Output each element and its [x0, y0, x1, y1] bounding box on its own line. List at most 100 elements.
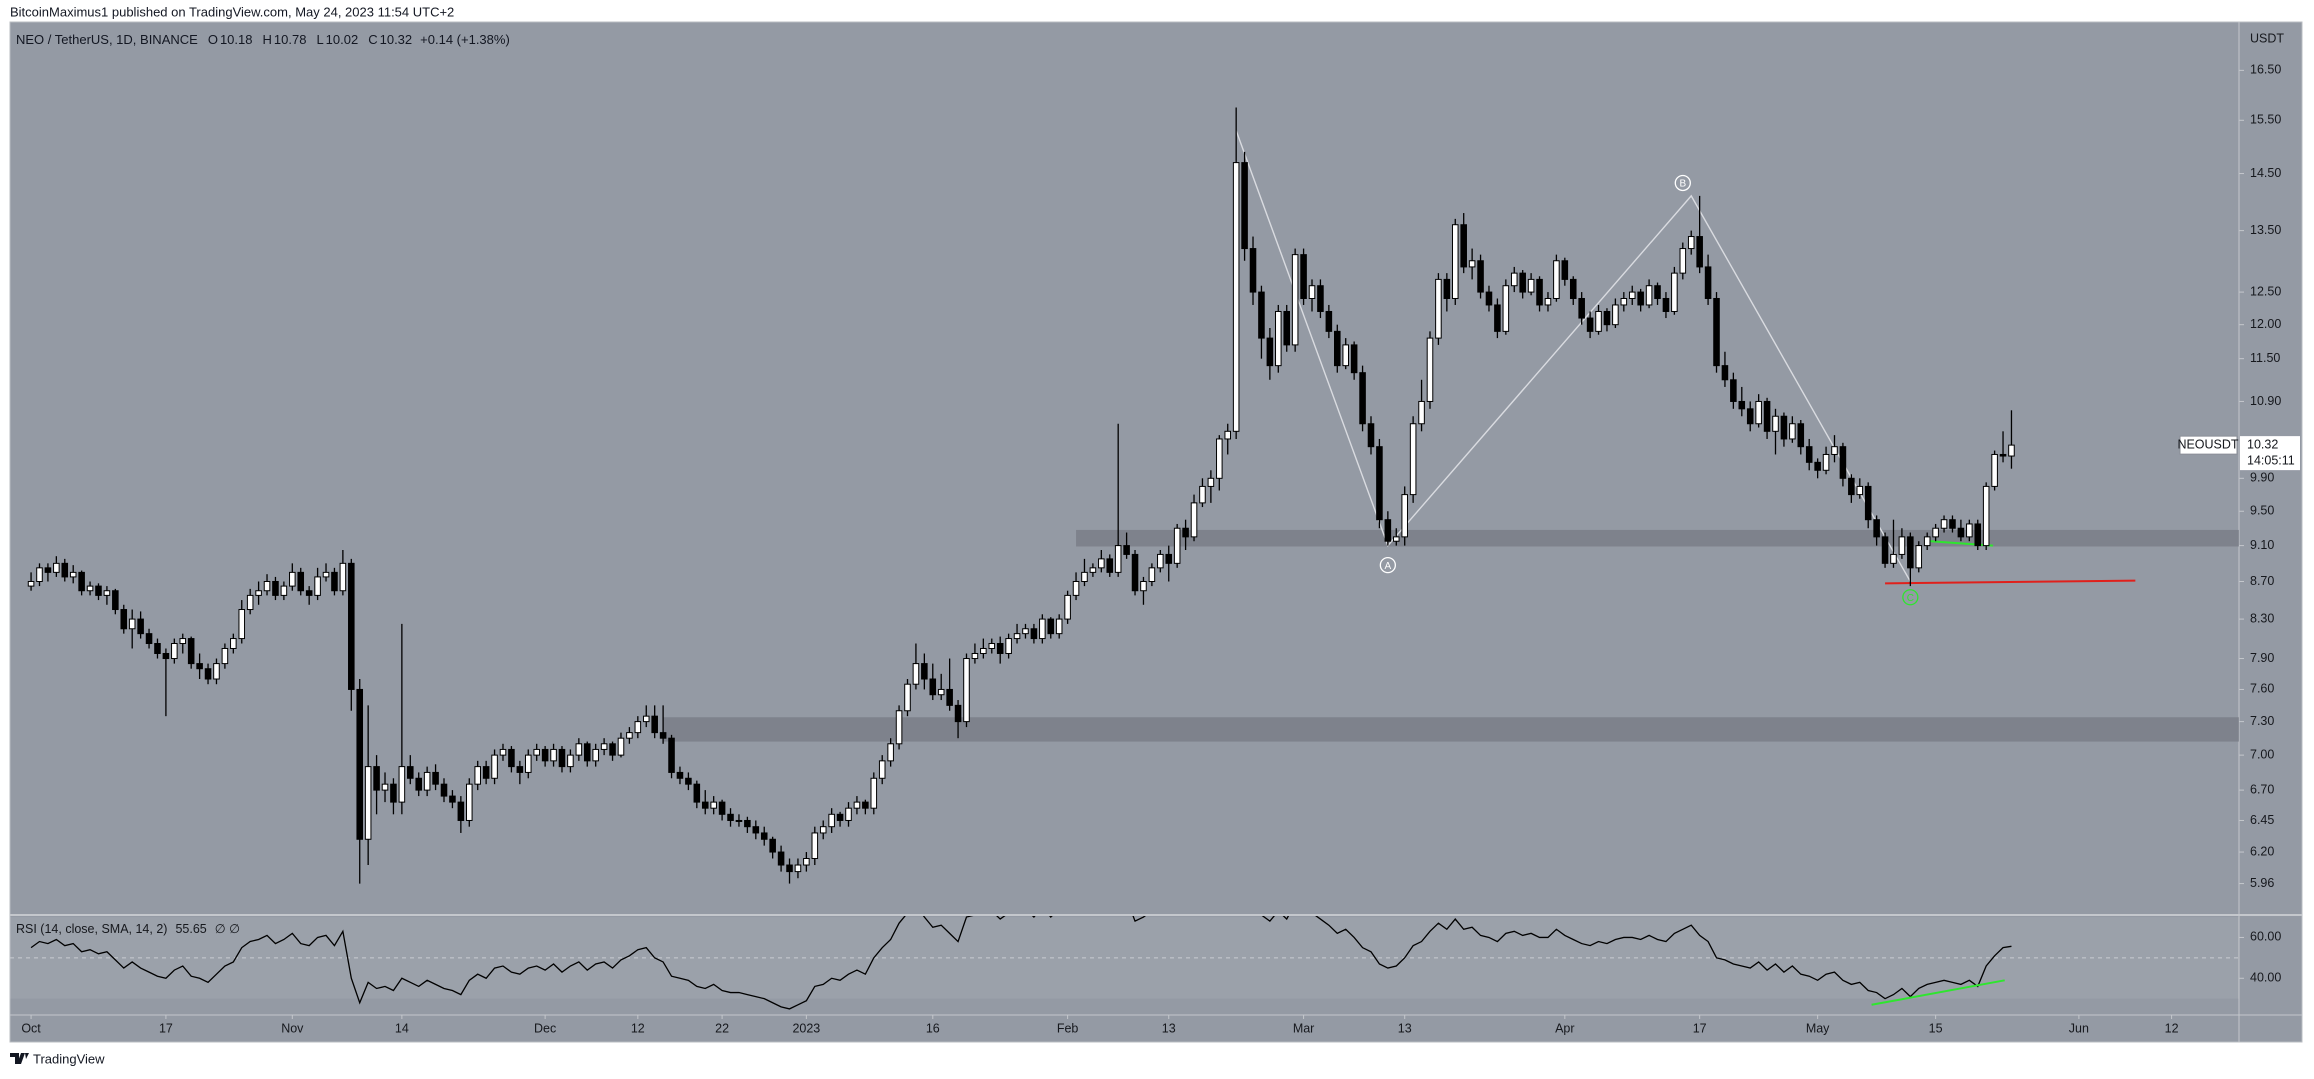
- candle-body: [415, 777, 423, 791]
- candle-body: [1915, 545, 1923, 569]
- candle-body: [1755, 400, 1762, 425]
- candle-body: [1022, 628, 1029, 635]
- candle-body: [1730, 379, 1737, 402]
- x-tick-label: 17: [1693, 1021, 1707, 1035]
- candle-body: [1738, 400, 1746, 410]
- candle-body: [305, 590, 313, 596]
- candle-body: [154, 643, 161, 654]
- candle-body: [912, 663, 920, 685]
- candle-body: [1898, 536, 1906, 555]
- ohlc-value: 10.18: [220, 32, 253, 47]
- candle-body: [1098, 558, 1105, 569]
- candle-body: [1266, 337, 1274, 367]
- candle-body: [1308, 285, 1316, 299]
- candle-body: [676, 771, 684, 779]
- candle-body: [1426, 337, 1434, 402]
- candle-body: [1561, 260, 1569, 280]
- candle-body: [322, 571, 330, 578]
- candle-body: [626, 732, 633, 739]
- candle-body: [1275, 310, 1282, 367]
- symbol-title: NEO / TetherUS, 1D, BINANCE: [16, 32, 198, 47]
- y-tick-label: 9.90: [2250, 471, 2274, 485]
- candle-body: [1671, 272, 1678, 312]
- wave-label-circle: [1379, 556, 1397, 574]
- candle-body: [980, 647, 987, 654]
- candle-body: [1241, 162, 1248, 250]
- wave-path: [1235, 130, 1911, 582]
- candle-body: [61, 562, 69, 578]
- candle-body: [735, 819, 743, 822]
- candle-body: [1991, 453, 1998, 487]
- y-tick-label: 7.60: [2250, 682, 2274, 696]
- candle-body: [1106, 558, 1114, 573]
- y-tick-label: 15.50: [2250, 113, 2281, 127]
- candle-body: [466, 783, 473, 821]
- candle-body: [314, 576, 321, 596]
- candle-body: [44, 567, 52, 573]
- x-tick-label: 22: [715, 1021, 729, 1035]
- candle-body: [1544, 297, 1552, 306]
- rsi-null-values: ∅ ∅: [215, 922, 240, 936]
- rsi-layer: [10, 916, 2239, 1010]
- candle-body: [853, 801, 861, 809]
- candle-body: [895, 710, 903, 745]
- candle-body: [651, 715, 658, 734]
- candle-body: [904, 683, 911, 712]
- candle-body: [1055, 618, 1063, 635]
- candle-body: [946, 688, 953, 706]
- x-tick-label: 2023: [792, 1021, 820, 1035]
- candle-body: [1864, 485, 1872, 521]
- x-tick-label: 14: [395, 1021, 409, 1035]
- candle-body: [120, 609, 128, 630]
- candle-body: [524, 754, 532, 773]
- footer-logo: TradingView: [10, 1051, 105, 1066]
- y-tick-label: 7.00: [2250, 747, 2274, 761]
- candle-body: [777, 851, 785, 866]
- candle-body: [238, 609, 246, 640]
- candle-body: [187, 638, 195, 665]
- candle-body: [1763, 400, 1771, 432]
- y-tick-label: 8.30: [2250, 611, 2274, 625]
- candle-body: [727, 813, 734, 821]
- candle-body: [1780, 415, 1788, 440]
- candle-body: [1595, 310, 1602, 332]
- candle-body: [1612, 304, 1619, 326]
- y-tick-label: 8.70: [2250, 574, 2274, 588]
- candle-body: [642, 715, 650, 723]
- candle-body: [1856, 485, 1864, 496]
- candle-body: [1966, 523, 1973, 538]
- wave-label: A: [1385, 561, 1392, 572]
- ohlc-key: H: [263, 32, 272, 47]
- candle-body: [1654, 285, 1661, 299]
- candle-body: [617, 737, 625, 756]
- candle-body: [390, 783, 397, 803]
- candle-body: [1460, 224, 1467, 268]
- candle-body: [1637, 291, 1644, 306]
- candle-body: [1165, 553, 1173, 564]
- candle-body: [246, 594, 254, 611]
- candle-body: [1089, 567, 1097, 573]
- wave-label: B: [1679, 179, 1686, 190]
- candle-body: [2008, 444, 2015, 457]
- candle-body: [1072, 580, 1080, 596]
- candle-body: [27, 580, 35, 587]
- candle-body: [255, 590, 262, 596]
- rsi-line: [30, 916, 2012, 1010]
- candle-body: [786, 864, 793, 873]
- candle-body: [1923, 536, 1931, 547]
- last-price-box: [2240, 436, 2300, 471]
- rsi-divergence: [1871, 979, 2005, 1006]
- candle-body: [331, 571, 338, 592]
- y-tick-label: 7.90: [2250, 651, 2274, 665]
- candle-body: [1350, 344, 1358, 374]
- ohlc-value: 10.02: [326, 32, 359, 47]
- candle-body: [1064, 594, 1071, 620]
- candle-body: [373, 766, 380, 791]
- candle-body: [1603, 310, 1611, 326]
- candle-body: [828, 813, 835, 828]
- candle-body: [457, 801, 465, 821]
- y-tick-label: 14.50: [2250, 166, 2281, 180]
- x-tick-label: Mar: [1293, 1021, 1315, 1035]
- candle-body: [423, 771, 431, 791]
- candle-body: [1527, 278, 1535, 293]
